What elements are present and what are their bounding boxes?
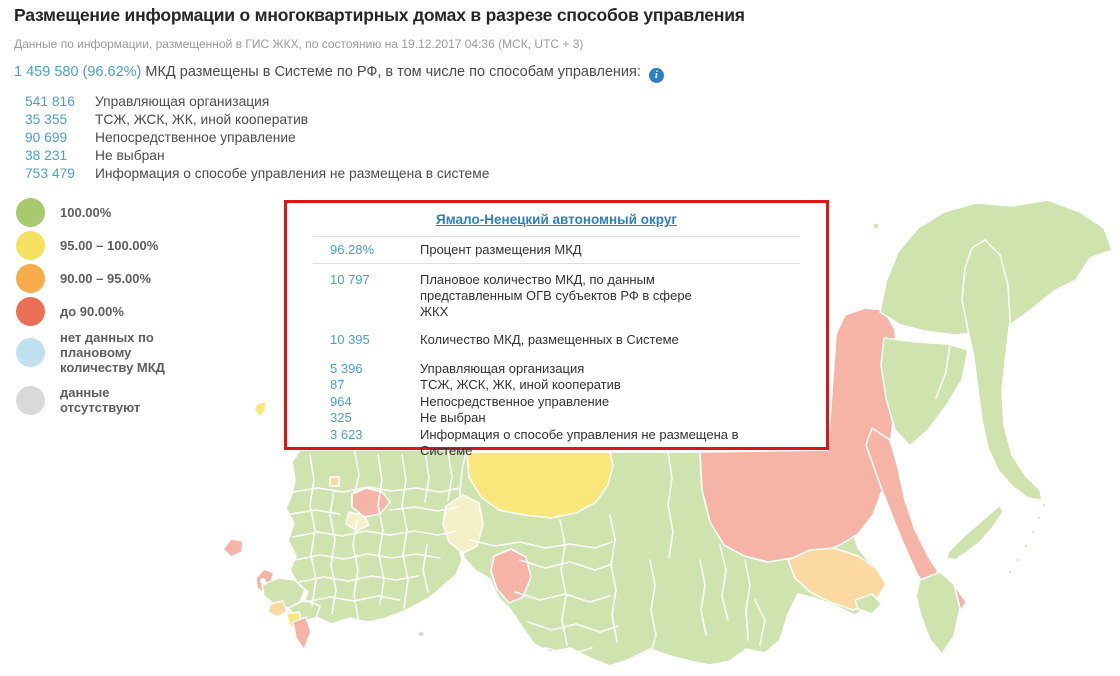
legend-color-dot — [16, 198, 45, 227]
map-region-jewish-ao[interactable] — [854, 593, 883, 615]
summary-total-label: МКД размещены в Системе по РФ, в том чис… — [141, 64, 645, 80]
tooltip-label: Количество МКД, размещенных в Системе — [420, 332, 679, 347]
map-region-yanao[interactable] — [466, 451, 614, 519]
summary-row-value: 541 816 — [25, 93, 75, 109]
legend-item-label: 90.00 – 95.00% — [60, 271, 152, 286]
map-region-primorye[interactable] — [915, 571, 961, 655]
map-region-amur[interactable] — [787, 547, 887, 611]
summary-row-label: Управляющая организация — [95, 93, 270, 109]
region-link[interactable]: Ямало-Ненецкий автономный округ — [436, 212, 677, 227]
tooltip-label: Непосредственное управление — [420, 393, 610, 409]
map-region-sverdlovsk[interactable] — [442, 494, 484, 554]
legend-item-label: 95.00 – 100.00% — [60, 238, 159, 253]
legend-color-dot — [16, 385, 45, 415]
map-region-tver[interactable] — [351, 487, 391, 518]
tooltip-value: 325 — [330, 410, 352, 426]
tooltip-row: 5 396 Управляющая организация — [287, 361, 826, 377]
summary-row-value: 35 355 — [25, 111, 68, 127]
tooltip-value: 87 — [330, 377, 345, 393]
summary-rows: 541 816 Управляющая организация 35 355 Т… — [25, 92, 489, 182]
summary-row: 541 816 Управляющая организация — [25, 92, 489, 110]
map-legend: 100.00% 95.00 – 100.00% 90.00 – 95.00% д… — [16, 198, 186, 419]
summary-row-value: 753 479 — [25, 165, 75, 181]
map-region-kurgan[interactable] — [490, 548, 532, 604]
summary-row-value: 38 231 — [25, 147, 68, 163]
tooltip-row: 3 623 Информация о способе управления не… — [287, 427, 826, 459]
legend-color-dot — [16, 264, 45, 293]
summary-row: 38 231 Не выбран — [25, 146, 489, 164]
legend-item: 95.00 – 100.00% — [16, 231, 186, 260]
tooltip-row-placed: 10 395 Количество МКД, размещенных в Сис… — [287, 323, 826, 352]
tooltip-label: Не выбран — [420, 410, 486, 426]
map-region-kaliningrad[interactable] — [222, 538, 244, 558]
legend-color-dot — [16, 338, 45, 367]
map-region-kurils[interactable] — [1007, 502, 1047, 575]
summary-total-value: 1 459 580 (96.62%) — [14, 64, 142, 80]
tooltip-value: 96.28% — [330, 242, 375, 257]
tooltip-value: 10 797 — [330, 272, 370, 287]
summary-line: 1 459 580 (96.62%) МКД размещены в Систе… — [14, 64, 664, 83]
legend-item: 100.00% — [16, 198, 186, 227]
tooltip-label: Процент размещения МКД — [420, 242, 582, 257]
divider — [313, 236, 800, 237]
tooltip-mgmt-group: 5 396 Управляющая организация 87 ТСЖ, ЖС… — [287, 361, 826, 459]
info-icon[interactable]: i — [648, 68, 664, 83]
map-region-dagestan[interactable] — [292, 616, 312, 651]
legend-item-label: до 90.00% — [60, 304, 124, 319]
legend-item-label: нет данных по плановому количеству МКД — [60, 330, 165, 375]
tooltip-row-planned: 10 797 Плановое количество МКД, по данны… — [287, 264, 826, 323]
summary-row: 753 479 Информация о способе управления … — [25, 164, 489, 182]
map-region-yakutia[interactable] — [699, 307, 898, 563]
legend-item: нет данных по плановому количеству МКД — [16, 330, 186, 375]
summary-row-label: Непосредственное управление — [95, 129, 296, 145]
legend-item: 90.00 – 95.00% — [16, 264, 186, 293]
tooltip-row: 87 ТСЖ, ЖСК, ЖК, иной кооператив — [287, 377, 826, 393]
tooltip-row: 325 Не выбран — [287, 410, 826, 426]
map-sevastopol-dot — [259, 577, 266, 584]
summary-row-label: Не выбран — [95, 147, 165, 163]
summary-row-label: Информация о способе управления не разме… — [95, 165, 490, 181]
map-region-kamchatka[interactable] — [961, 239, 1043, 501]
map-region-magadan[interactable] — [880, 337, 969, 447]
legend-item: до 90.00% — [16, 297, 186, 326]
summary-row: 35 355 ТСЖ, ЖСК, ЖК, иной кооператив — [25, 110, 489, 128]
tooltip-row-percent: 96.28% Процент размещения МКД — [287, 237, 826, 263]
legend-item-label: данные отсутствуют — [60, 385, 141, 415]
map-region-chukotka-islet[interactable] — [872, 222, 880, 230]
summary-row-label: ТСЖ, ЖСК, ЖК, иной кооператив — [95, 111, 309, 127]
tooltip-value: 5 396 — [330, 361, 363, 376]
legend-item: данные отсутствуют — [16, 385, 186, 415]
map-internal-borders — [290, 324, 951, 656]
divider — [313, 263, 800, 264]
legend-item-label: 100.00% — [60, 205, 112, 220]
map-region-nodata-dot[interactable] — [416, 630, 426, 638]
summary-row-value: 90 699 — [25, 129, 68, 145]
tooltip-value: 964 — [330, 393, 352, 409]
tooltip-label: Управляющая организация — [420, 361, 585, 376]
map-region-small-square[interactable] — [329, 476, 340, 487]
legend-color-dot — [16, 297, 45, 326]
tooltip-value: 3 623 — [330, 426, 363, 442]
map-region-adygea[interactable] — [267, 600, 288, 618]
legend-color-dot — [16, 231, 45, 260]
map-region-sakhalin[interactable] — [946, 504, 1004, 561]
tooltip-value: 10 395 — [330, 332, 370, 347]
summary-row: 90 699 Непосредственное управление — [25, 128, 489, 146]
tooltip-label: ТСЖ, ЖСК, ЖК, иной кооператив — [420, 377, 621, 393]
page-title: Размещение информации о многоквартирных … — [14, 5, 745, 25]
page-subtitle: Данные по информации, размещенной в ГИС … — [14, 37, 584, 51]
region-tooltip: Ямало-Ненецкий автономный округ 96.28% П… — [284, 200, 829, 458]
map-region-murmansk-tip[interactable] — [253, 400, 267, 418]
tooltip-label: Информация о способе управления не разме… — [420, 426, 739, 458]
tooltip-row: 964 Непосредственное управление — [287, 394, 826, 410]
tooltip-label: Плановое количество МКД, по данным предс… — [420, 272, 692, 319]
